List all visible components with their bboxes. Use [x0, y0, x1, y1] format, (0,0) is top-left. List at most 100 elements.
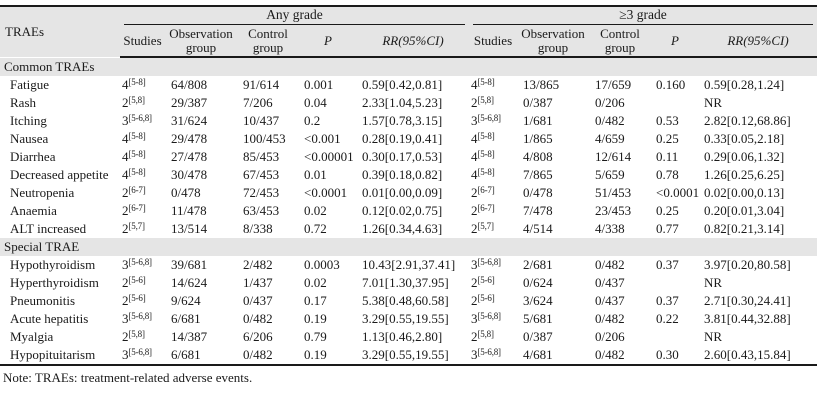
- studies-cell-any: 3[5-6,8]: [122, 311, 152, 326]
- control-cell-any: 1/437: [243, 275, 273, 290]
- section-row: Special TRAE: [0, 238, 817, 256]
- trae-name-cell: Myalgia: [10, 329, 54, 344]
- control-cell-any: 0/482: [243, 311, 273, 326]
- studies-cell-ge3: 3[5-6,8]: [471, 113, 501, 128]
- observation-cell-any: 27/478: [171, 149, 208, 164]
- control-cell-ge3: 0/206: [595, 95, 625, 110]
- observation-cell-any: 9/624: [171, 293, 201, 308]
- observation-cell-ge3: 2/681: [523, 257, 553, 272]
- col-header-control-ge3: Control group: [589, 26, 651, 58]
- table-row: Fatigue 4[5-8] 64/808 91/614 0.001 0.59[…: [0, 76, 817, 94]
- trae-name-cell: Hypopituitarism: [10, 347, 96, 362]
- rr-cell-any: 1.26[0.34,4.63]: [362, 221, 443, 236]
- observation-cell-ge3: 13/865: [523, 77, 560, 92]
- rr-cell-ge3: NR: [704, 275, 723, 290]
- p-value-cell-ge3: <0.0001: [656, 185, 699, 200]
- p-value-cell-any: 0.2: [304, 113, 321, 128]
- control-cell-any: 0/437: [243, 293, 273, 308]
- studies-cell-any: 4[5-8]: [122, 77, 146, 92]
- p-value-cell-ge3: [651, 94, 699, 112]
- observation-cell-ge3: 0/387: [523, 329, 553, 344]
- trae-name-cell: Nausea: [10, 131, 49, 146]
- control-cell-ge3: 4/659: [595, 131, 625, 146]
- trae-name-cell: Rash: [10, 95, 36, 110]
- studies-cell-any: 2[5,8]: [122, 329, 145, 344]
- col-header-studies-ge3: Studies: [469, 26, 517, 58]
- studies-cell-ge3: 2[5,7]: [471, 221, 494, 236]
- col-header-observation-any: Observation group: [165, 26, 237, 58]
- rr-cell-ge3: 0.82[0.21,3.14]: [704, 221, 785, 236]
- control-cell-ge3: 0/482: [595, 311, 625, 326]
- rr-cell-ge3: 2.60[0.43,15.84]: [704, 347, 791, 362]
- rr-cell-any: 0.01[0.00,0.09]: [362, 185, 443, 200]
- p-value-cell-ge3: 0.77: [656, 221, 679, 236]
- observation-cell-ge3: 1/865: [523, 131, 553, 146]
- group-header-row: TRAEs Any grade ≥3 grade: [0, 6, 817, 57]
- control-cell-any: 7/206: [243, 95, 273, 110]
- observation-cell-any: 11/478: [171, 203, 207, 218]
- observation-cell-any: 31/624: [171, 113, 208, 128]
- observation-cell-any: 13/514: [171, 221, 208, 236]
- control-cell-any: 10/437: [243, 113, 280, 128]
- control-cell-ge3: 23/453: [595, 203, 632, 218]
- p-value-cell-any: <0.00001: [304, 149, 354, 164]
- p-value-cell-any: 0.17: [304, 293, 327, 308]
- p-value-cell-any: 0.72: [304, 221, 327, 236]
- studies-cell-ge3: 4[5-8]: [471, 167, 495, 182]
- rr-cell-any: 0.30[0.17,0.53]: [362, 149, 443, 164]
- col-header-p-ge3: P: [651, 26, 699, 58]
- rr-cell-any: 0.28[0.19,0.41]: [362, 131, 443, 146]
- observation-cell-ge3: 7/478: [523, 203, 553, 218]
- rr-cell-ge3: 0.20[0.01,3.04]: [704, 203, 785, 218]
- control-cell-any: 8/338: [243, 221, 273, 236]
- control-cell-any: 6/206: [243, 329, 273, 344]
- rr-cell-ge3: 0.29[0.06,1.32]: [704, 149, 785, 164]
- trae-name-cell: Hyperthyroidism: [10, 275, 99, 290]
- rr-cell-ge3: 0.02[0.00,0.13]: [704, 185, 785, 200]
- p-value-cell-ge3: 0.11: [656, 149, 679, 164]
- studies-cell-any: 2[5-6]: [122, 275, 146, 290]
- observation-cell-ge3: 0/624: [523, 275, 553, 290]
- observation-cell-any: 39/681: [171, 257, 208, 272]
- observation-cell-any: 29/478: [171, 131, 208, 146]
- table-row: Hypothyroidism 3[5-6,8] 39/681 2/482 0.0…: [0, 256, 817, 274]
- studies-cell-any: 4[5-8]: [122, 149, 146, 164]
- col-header-control-any: Control group: [237, 26, 299, 58]
- control-cell-ge3: 0/206: [595, 329, 625, 344]
- rr-cell-any: 5.38[0.48,60.58]: [362, 293, 449, 308]
- control-cell-any: 2/482: [243, 257, 273, 272]
- studies-cell-any: 4[5-8]: [122, 131, 146, 146]
- studies-cell-ge3: 2[6-7]: [471, 203, 495, 218]
- group-header-ge3-grade: ≥3 grade: [469, 6, 817, 26]
- control-cell-any: 72/453: [243, 185, 280, 200]
- rr-cell-ge3: 3.81[0.44,32.88]: [704, 311, 791, 326]
- control-cell-any: 63/453: [243, 203, 280, 218]
- control-cell-any: 91/614: [243, 77, 280, 92]
- table-row: Anaemia 2[6-7] 11/478 63/453 0.02 0.12[0…: [0, 202, 817, 220]
- observation-cell-ge3: 1/681: [523, 113, 553, 128]
- observation-cell-ge3: 4/681: [523, 347, 553, 362]
- studies-cell-ge3: 2[5-6]: [471, 275, 495, 290]
- trae-name-cell: Neutropenia: [10, 185, 75, 200]
- observation-cell-any: 6/681: [171, 347, 201, 362]
- section-row: Common TRAEs: [0, 57, 817, 76]
- studies-cell-any: 3[5-6,8]: [122, 257, 152, 272]
- p-value-cell-ge3: 0.53: [656, 113, 679, 128]
- studies-cell-ge3: 2[5,8]: [471, 95, 494, 110]
- control-cell-ge3: 0/482: [595, 347, 625, 362]
- p-value-cell-any: <0.0001: [304, 185, 348, 200]
- studies-cell-any: 4[5-8]: [122, 167, 146, 182]
- table-row: Itching 3[5-6,8] 31/624 10/437 0.2 1.57[…: [0, 112, 817, 130]
- control-cell-ge3: 0/482: [595, 113, 625, 128]
- rr-cell-ge3: 0.59[0.28,1.24]: [704, 77, 785, 92]
- p-value-cell-any: 0.02: [304, 203, 327, 218]
- observation-cell-any: 29/387: [171, 95, 208, 110]
- studies-cell-ge3: 2[5,8]: [471, 329, 494, 344]
- rr-cell-any: 7.01[1.30,37.95]: [362, 275, 449, 290]
- p-value-cell-ge3: 0.25: [656, 131, 679, 146]
- observation-cell-ge3: 7/865: [523, 167, 553, 182]
- studies-cell-any: 2[6-7]: [122, 203, 146, 218]
- p-value-cell-ge3: 0.160: [656, 77, 686, 92]
- control-cell-ge3: 12/614: [595, 149, 632, 164]
- observation-cell-ge3: 0/478: [523, 185, 553, 200]
